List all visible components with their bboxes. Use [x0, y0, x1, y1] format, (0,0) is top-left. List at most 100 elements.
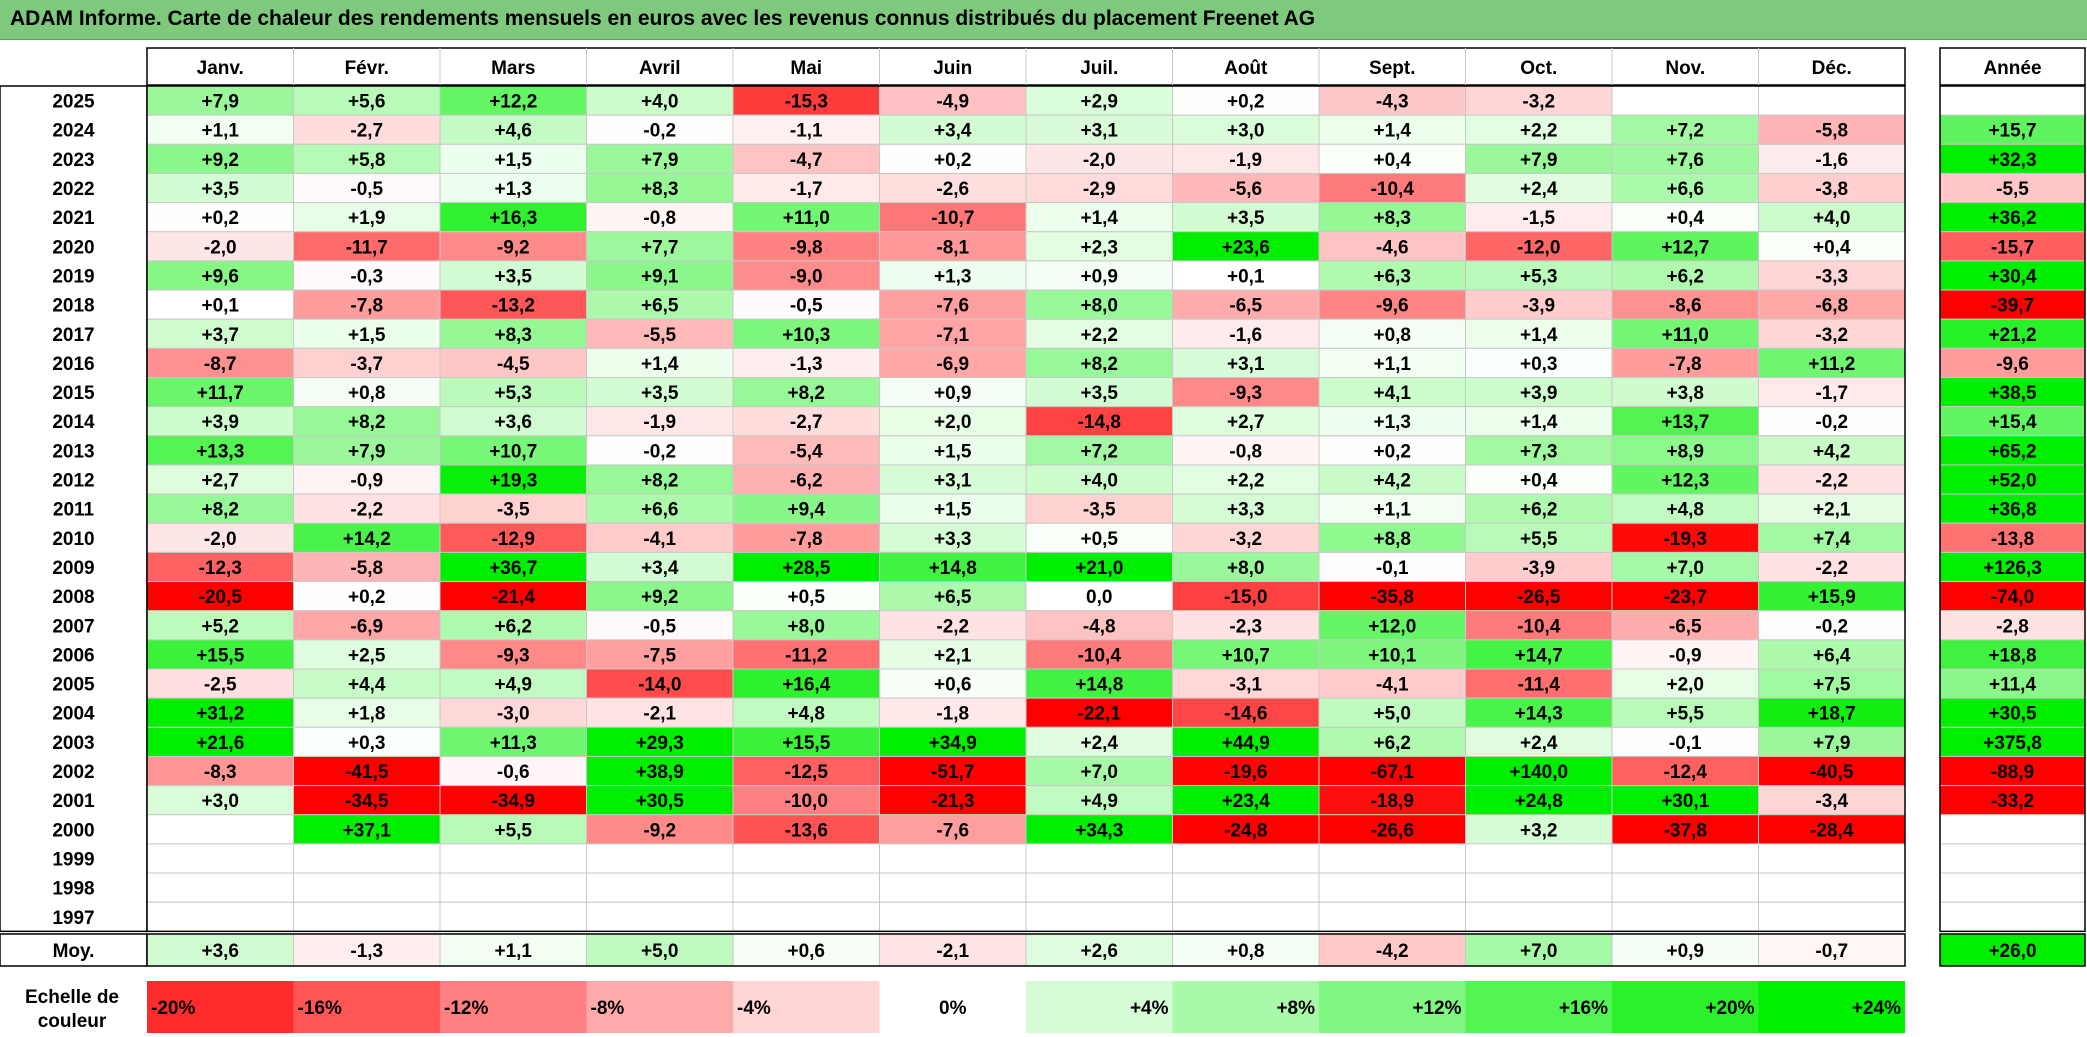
- heat-cell: [879, 668, 1027, 699]
- heat-cell: [1758, 843, 1906, 874]
- year-label-2014: 2014: [52, 412, 95, 433]
- heat-cell: [586, 901, 734, 932]
- heat-cell: [1172, 464, 1320, 495]
- cell-value: -9,3: [1229, 383, 1262, 404]
- heat-cell: [1318, 289, 1466, 320]
- cell-value: +31,2: [196, 704, 244, 725]
- heat-cell: [293, 843, 441, 874]
- cell-value: +3,3: [934, 529, 972, 550]
- heat-cell: [1172, 406, 1320, 437]
- heat-cell: [146, 872, 294, 903]
- heat-cell: [1465, 610, 1613, 641]
- heat-cell: [146, 785, 294, 816]
- heat-cell: [586, 231, 734, 262]
- cell-value: -0,1: [1669, 733, 1702, 754]
- cell-value: -9,2: [497, 237, 530, 258]
- heat-cell: [1318, 551, 1466, 583]
- cell-value: -10,7: [931, 208, 974, 229]
- cell-value: -8,7: [204, 354, 237, 375]
- cell-value: -6,2: [790, 471, 823, 492]
- cell-value: +6,6: [1666, 179, 1704, 200]
- cell-value: +3,5: [494, 266, 532, 287]
- heat-cell: [732, 377, 880, 408]
- scale-swatch: [586, 981, 733, 1033]
- cell-value: +3,0: [1227, 121, 1265, 142]
- year-label-1998: 1998: [52, 879, 94, 900]
- heat-cell: [293, 872, 441, 903]
- heat-cell: [732, 406, 880, 437]
- scale-step-label: -4%: [737, 998, 771, 1019]
- cell-value: -6,9: [350, 616, 383, 637]
- cell-value: -1,5: [1522, 208, 1555, 229]
- heat-cell: [146, 435, 294, 466]
- cell-value: -0,1: [1376, 558, 1409, 579]
- cell-value: +6,3: [1373, 266, 1411, 287]
- cell-value: -8,3: [204, 762, 237, 783]
- heat-cell: [293, 114, 441, 145]
- year-label-2023: 2023: [52, 150, 94, 171]
- heat-cell: [879, 872, 1027, 903]
- cell-value: +9,6: [201, 266, 239, 287]
- cell-value: -0,2: [1815, 616, 1848, 637]
- cell-value: +4,9: [1080, 791, 1118, 812]
- cell-value: -26,5: [1517, 587, 1561, 608]
- annual-cell: [1939, 377, 2086, 408]
- year-label-2002: 2002: [52, 762, 94, 783]
- annual-value: +52,0: [1988, 471, 2036, 492]
- cell-value: +0,4: [1666, 208, 1704, 229]
- heat-cell: [1611, 668, 1759, 699]
- heat-cell: [146, 668, 294, 699]
- heat-cell: [146, 406, 294, 437]
- heat-cell: [146, 114, 294, 145]
- cell-value: +1,4: [1520, 325, 1558, 346]
- cell-value: +1,5: [934, 441, 972, 462]
- heat-cell: [1465, 639, 1613, 670]
- cell-value: -2,2: [350, 500, 383, 521]
- heat-cell: [1172, 143, 1320, 174]
- heat-cell: [1172, 901, 1320, 932]
- cell-value: +0,8: [1373, 325, 1411, 346]
- cell-value: +3,5: [1227, 208, 1265, 229]
- cell-value: +7,6: [1666, 150, 1704, 171]
- cell-value: -3,8: [1815, 179, 1848, 200]
- heat-cell: [1758, 872, 1906, 903]
- cell-value: +34,9: [929, 733, 977, 754]
- cell-value: -5,6: [1229, 179, 1262, 200]
- cell-value: -10,4: [1371, 179, 1415, 200]
- heat-cell: [1025, 464, 1173, 495]
- heat-cell: [293, 785, 441, 816]
- heat-cell: [1758, 406, 1906, 437]
- year-label-2006: 2006: [52, 645, 94, 666]
- cell-value: -14,6: [1224, 704, 1267, 725]
- cell-value: -0,5: [643, 616, 676, 637]
- heat-cell: [1172, 872, 1320, 903]
- cell-value: -12,3: [199, 558, 242, 579]
- cell-value: -7,8: [350, 296, 383, 317]
- annual-cell: [1939, 785, 2086, 816]
- cell-value: -1,8: [936, 704, 969, 725]
- heat-cell: [1611, 143, 1759, 174]
- heat-cell: [879, 610, 1027, 641]
- cell-value: +3,1: [934, 471, 972, 492]
- heat-cell: [293, 347, 441, 379]
- heat-cell: [439, 843, 587, 874]
- cell-value: +13,7: [1661, 412, 1709, 433]
- cell-value: +30,1: [1661, 791, 1710, 812]
- heat-cell: [293, 172, 441, 204]
- cell-value: -4,9: [936, 92, 969, 113]
- cell-value: +1,8: [348, 704, 386, 725]
- cell-value: -10,0: [785, 791, 828, 812]
- cell-value: -22,1: [1078, 704, 1122, 725]
- year-label-2009: 2009: [52, 558, 94, 579]
- cell-value: +0,4: [1813, 237, 1851, 258]
- annual-value: +36,8: [1988, 500, 2036, 521]
- heat-cell: [879, 464, 1027, 495]
- heat-cell: [1318, 581, 1466, 612]
- cell-value: +6,5: [641, 296, 679, 317]
- heat-cell: [1611, 872, 1759, 903]
- month-header-4: Avril: [639, 58, 681, 79]
- cell-value: -10,4: [1517, 616, 1561, 637]
- heat-cell: [146, 172, 294, 204]
- cell-value: +11,3: [490, 733, 537, 754]
- cell-value: +44,9: [1222, 733, 1270, 754]
